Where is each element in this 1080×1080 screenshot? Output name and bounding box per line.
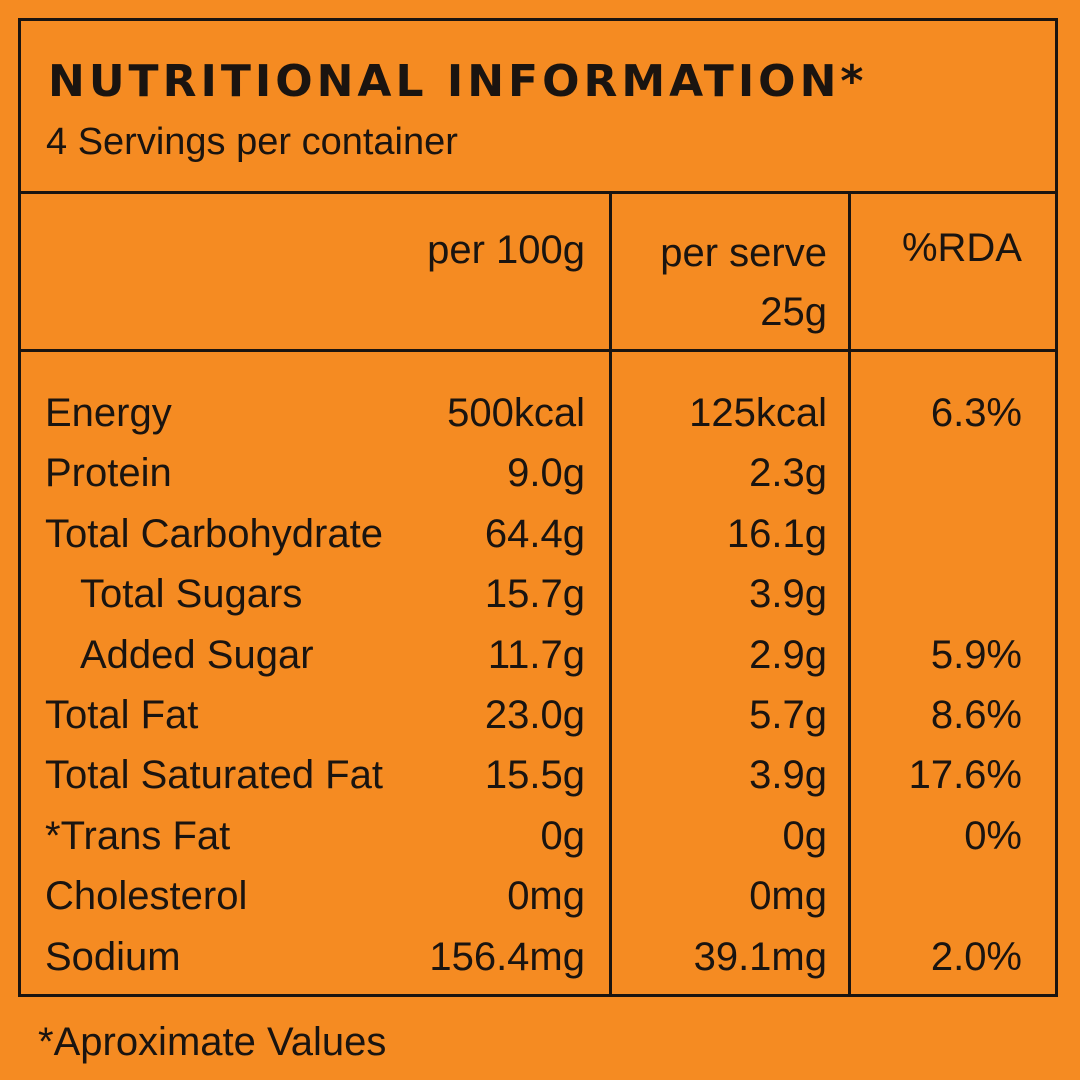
column-header: 25g (760, 290, 827, 334)
row-label: Sodium (45, 934, 181, 979)
divider (18, 191, 1058, 194)
divider (18, 349, 1058, 352)
table-frame (18, 18, 1058, 997)
cell-value: 0mg (507, 874, 585, 919)
row-label: *Trans Fat (45, 813, 231, 858)
cell-value: 16.1g (726, 511, 827, 556)
cell-value: 9.0g (507, 451, 585, 496)
cell-value: 15.7g (484, 572, 585, 617)
row-label: Total Saturated Fat (45, 753, 383, 798)
cell-value: 125kcal (689, 391, 827, 435)
cell-value: 0g (782, 813, 828, 858)
row-label: Total Sugars (80, 572, 303, 617)
cell-value: 3.9g (749, 753, 827, 798)
column-header: per serve (660, 231, 827, 275)
cell-value: 0% (964, 813, 1022, 858)
row-label: Total Fat (45, 693, 199, 737)
cell-value: 156.4mg (429, 934, 585, 979)
row-label: Cholesterol (45, 874, 248, 919)
cell-value: 5.7g (749, 693, 827, 737)
cell-value: 2.3g (749, 451, 827, 496)
column-divider (848, 191, 851, 997)
cell-value: 17.6% (908, 753, 1022, 798)
cell-value: 3.9g (749, 572, 827, 617)
column-header: per 100g (427, 228, 585, 272)
cell-value: 23.0g (484, 693, 585, 737)
row-label: Energy (45, 391, 172, 435)
cell-value: 0mg (749, 874, 827, 919)
cell-value: 64.4g (484, 511, 585, 556)
cell-value: 8.6% (930, 693, 1022, 737)
title: NUTRITIONAL INFORMATION* (48, 56, 868, 107)
row-label: Protein (45, 451, 172, 496)
cell-value: 500kcal (447, 391, 585, 435)
cell-value: 39.1mg (693, 934, 827, 979)
column-header: %RDA (901, 226, 1022, 270)
cell-value: 5.9% (930, 632, 1022, 677)
footnote: *Aproximate Values (38, 1020, 387, 1064)
cell-value: 6.3% (930, 391, 1022, 435)
column-divider (609, 191, 612, 997)
cell-value: 2.0% (930, 934, 1022, 979)
cell-value: 2.9g (749, 632, 827, 677)
cell-value: 11.7g (487, 632, 585, 677)
subtitle: 4 Servings per container (46, 121, 458, 163)
row-label: Total Carbohydrate (45, 511, 383, 556)
cell-value: 15.5g (484, 753, 585, 798)
cell-value: 0g (540, 813, 586, 858)
row-label: Added Sugar (80, 632, 314, 677)
